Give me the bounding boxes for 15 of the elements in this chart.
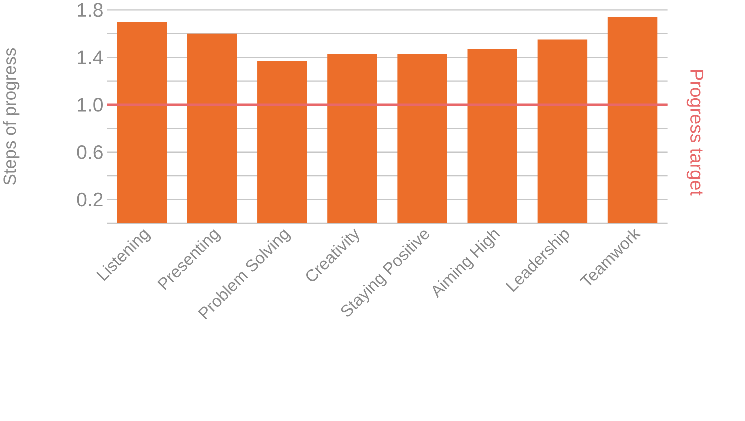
bar xyxy=(608,17,658,224)
bar xyxy=(398,54,448,224)
y-tick-label: 1.4 xyxy=(78,50,104,64)
ref-line-label: Progress target xyxy=(686,70,704,196)
y-tick-label: 0.6 xyxy=(77,145,103,160)
bar xyxy=(468,49,518,224)
bar xyxy=(258,60,308,224)
y-tick-label: 1.8 xyxy=(78,3,103,17)
bar xyxy=(538,40,588,224)
bar xyxy=(328,54,378,224)
y-tick-label: 1.0 xyxy=(78,98,103,112)
bar xyxy=(187,34,238,224)
y-tick-label: 0.2 xyxy=(77,192,103,207)
bar xyxy=(117,22,168,224)
y-axis-title: Steps of progress xyxy=(3,48,20,185)
